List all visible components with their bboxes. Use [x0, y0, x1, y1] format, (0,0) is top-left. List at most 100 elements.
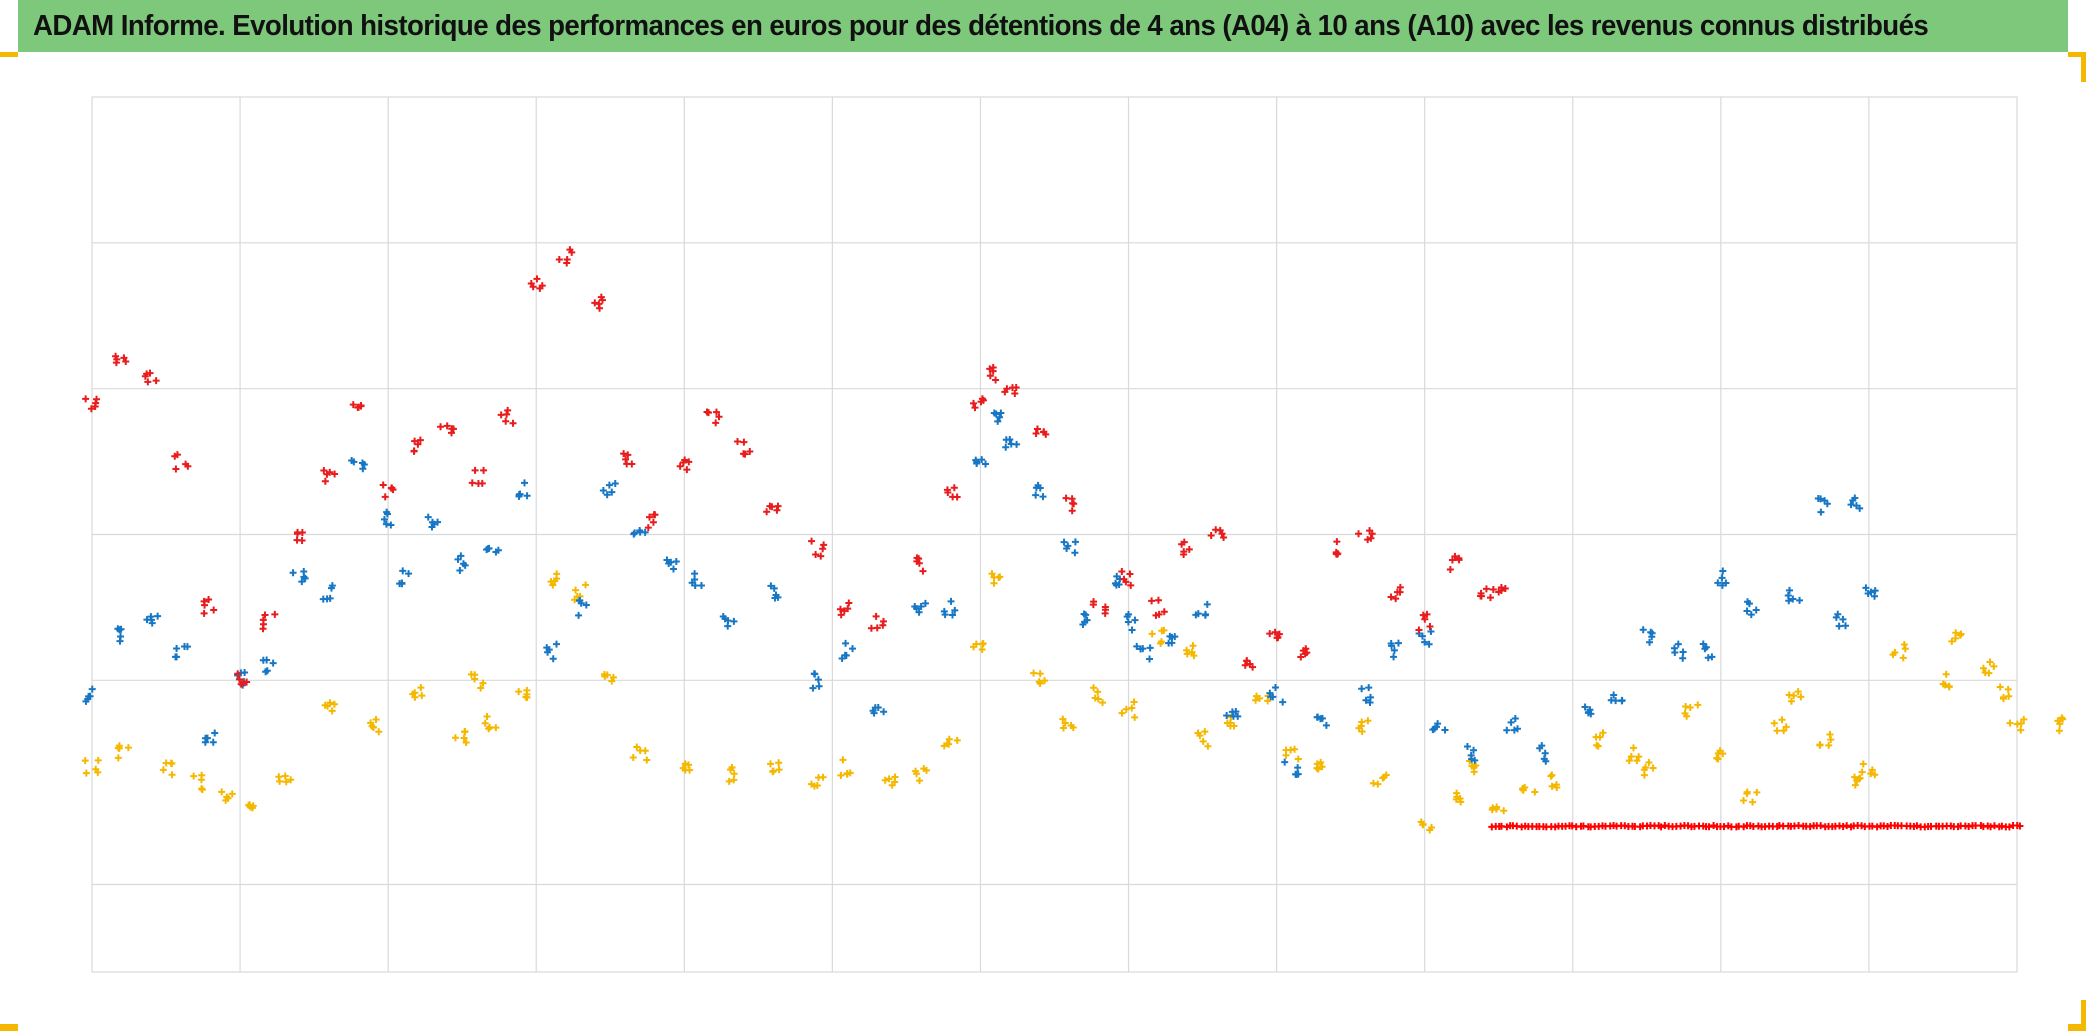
data-point	[1548, 782, 1556, 790]
series-2	[82, 246, 1509, 688]
data-point	[1002, 436, 1010, 444]
grid	[91, 96, 2018, 973]
data-point	[1358, 727, 1366, 735]
data-point	[643, 756, 651, 764]
data-point	[1192, 611, 1200, 619]
data-point	[1586, 706, 1594, 714]
data-point	[582, 581, 590, 589]
data-point	[912, 767, 920, 775]
data-point	[1035, 678, 1043, 686]
data-point	[1778, 716, 1786, 724]
data-point	[2055, 727, 2063, 735]
data-point	[1486, 594, 1494, 602]
data-point	[492, 548, 500, 556]
data-point	[1333, 550, 1341, 558]
data-point	[874, 704, 882, 712]
data-point	[591, 299, 599, 307]
data-point	[1859, 760, 1867, 768]
data-point	[842, 651, 850, 659]
data-point	[522, 693, 530, 701]
data-point	[515, 688, 523, 696]
data-point	[468, 479, 476, 487]
data-point	[1139, 645, 1147, 653]
data-point	[879, 617, 887, 625]
data-point	[1130, 698, 1138, 706]
data-point	[572, 586, 580, 594]
data-point	[328, 707, 336, 715]
data-point	[2004, 685, 2012, 693]
data-point	[1148, 630, 1156, 638]
data-point	[1851, 781, 1859, 789]
data-point	[114, 744, 122, 752]
data-point	[636, 526, 644, 534]
data-point	[815, 682, 823, 690]
data-point	[114, 754, 122, 762]
data-point	[555, 256, 563, 264]
data-point	[1794, 688, 1802, 696]
data-point	[1124, 618, 1132, 626]
data-point	[1495, 588, 1503, 596]
data-point	[82, 395, 90, 403]
data-point	[1646, 638, 1654, 646]
data-point	[1999, 693, 2007, 701]
data-point	[1510, 726, 1518, 734]
data-point	[2020, 715, 2028, 723]
data-point	[646, 513, 654, 521]
data-point	[235, 675, 243, 683]
data-point	[1366, 527, 1374, 535]
data-point	[367, 719, 375, 727]
data-point	[375, 728, 383, 736]
data-point	[1956, 631, 1964, 639]
data-point	[1099, 699, 1107, 707]
data-point	[730, 617, 738, 625]
data-point	[1041, 677, 1049, 685]
data-point	[1201, 728, 1209, 736]
data-point	[1834, 610, 1842, 618]
corner-mark-right-edge	[2081, 52, 2086, 82]
data-point	[1722, 579, 1730, 587]
data-point	[1862, 584, 1870, 592]
data-point	[492, 724, 500, 732]
data-point	[380, 515, 388, 523]
data-point	[1318, 714, 1326, 722]
data-point	[387, 521, 395, 529]
data-point	[460, 734, 468, 742]
data-point	[1770, 719, 1778, 727]
data-point	[523, 492, 531, 500]
data-point	[970, 643, 978, 651]
data-point	[521, 479, 529, 487]
data-point	[223, 793, 231, 801]
data-point	[471, 466, 479, 474]
data-point	[624, 451, 632, 459]
data-point	[922, 766, 930, 774]
data-point	[1365, 684, 1373, 692]
data-point	[1212, 526, 1220, 534]
data-point	[807, 780, 815, 788]
data-point	[812, 551, 820, 559]
data-point	[817, 552, 825, 560]
corner-mark-bottom-right	[2068, 1024, 2086, 1031]
data-point	[715, 413, 723, 421]
data-point	[1942, 670, 1950, 678]
data-point	[1294, 755, 1302, 763]
data-point	[1842, 622, 1849, 630]
data-point	[1552, 781, 1560, 789]
data-point	[171, 452, 179, 460]
data-point	[667, 558, 675, 566]
data-point	[320, 467, 328, 475]
data-point	[1640, 766, 1648, 774]
data-point	[881, 776, 889, 784]
data-point	[1279, 698, 1287, 706]
data-point	[154, 612, 162, 620]
data-point	[1160, 608, 1168, 616]
data-point	[622, 455, 630, 463]
data-point	[838, 654, 846, 662]
data-point	[947, 597, 955, 605]
data-point	[601, 672, 609, 680]
data-point	[1122, 705, 1130, 713]
data-point	[1220, 534, 1228, 542]
data-point	[414, 440, 422, 448]
data-point	[1313, 760, 1321, 768]
data-point	[1112, 581, 1120, 589]
data-point	[1497, 584, 1505, 592]
